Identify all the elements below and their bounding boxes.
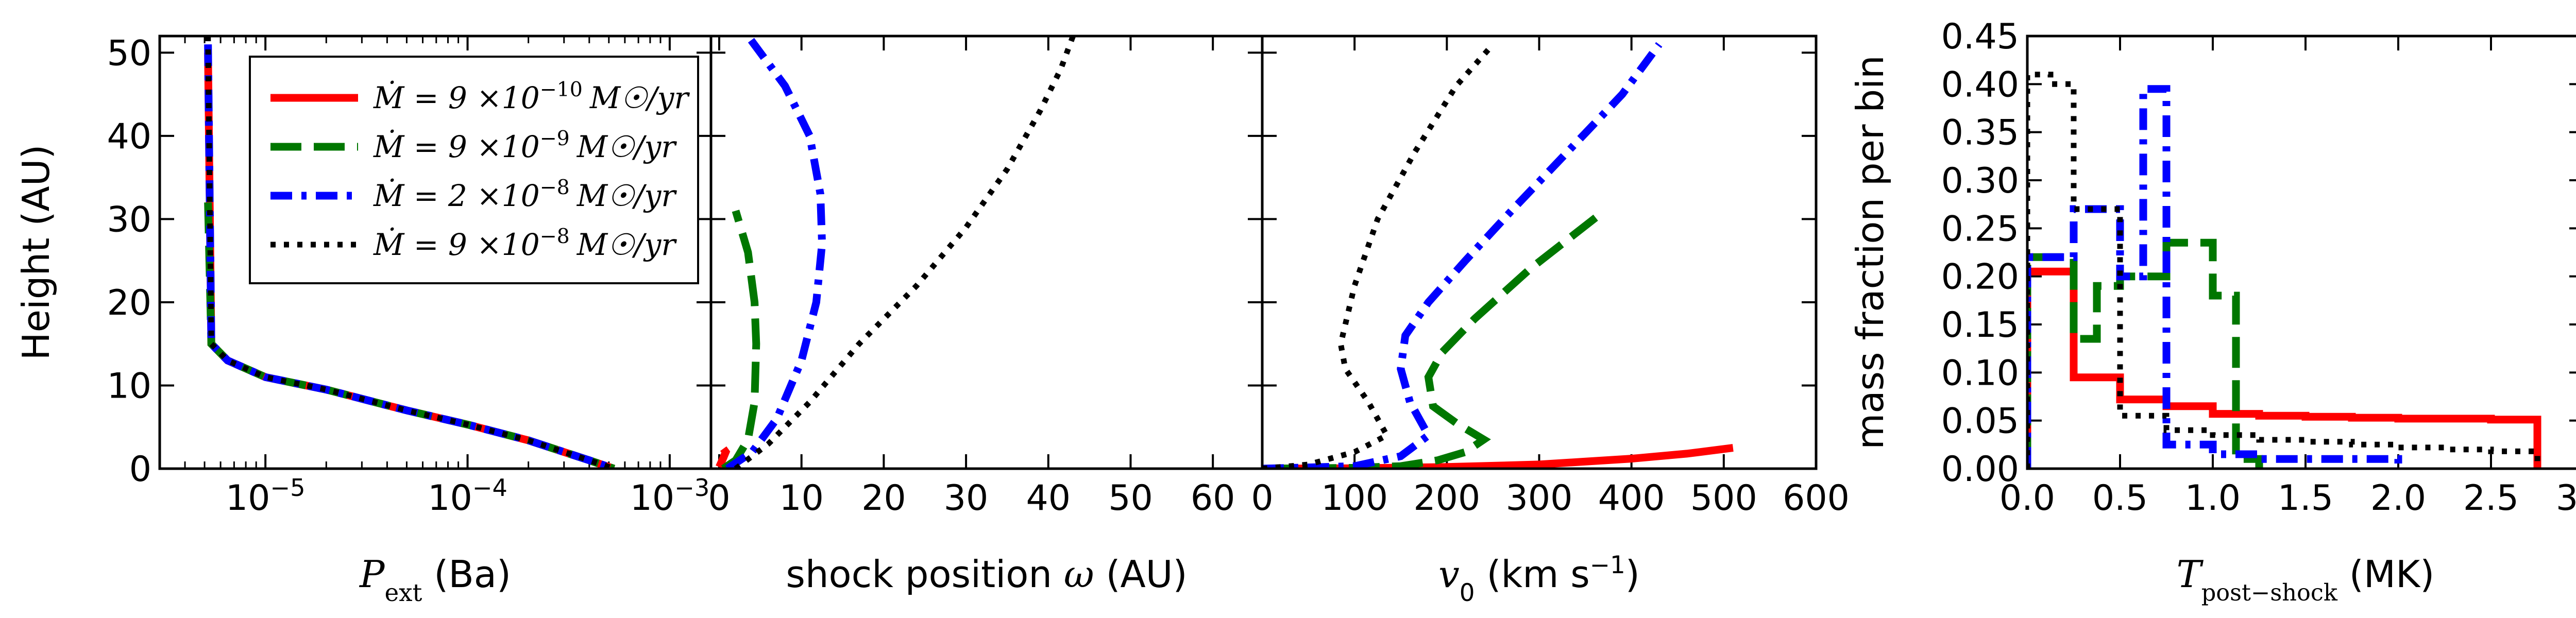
legend-entry-label: Ṁ = 9 ×10−9 M☉/yr <box>373 127 677 164</box>
x-axis-label: v0 (km s−1) <box>1438 552 1640 607</box>
x-tick-label: 60 <box>1191 478 1235 519</box>
series-line-2 <box>2027 85 2402 469</box>
legend-entry-label: Ṁ = 2 ×10−8 M☉/yr <box>373 176 677 213</box>
y-tick-label: 0.05 <box>1941 401 2019 442</box>
y-axis-label: Height (AU) <box>14 144 58 360</box>
series-line-2 <box>1262 42 1663 469</box>
x-tick-label: 0.0 <box>1999 478 2055 519</box>
series-line-3 <box>734 36 1076 469</box>
x-tick-label: 10−4 <box>428 474 507 519</box>
axes-frame <box>1261 35 1818 470</box>
x-tick-label: 600 <box>1783 478 1850 519</box>
x-tick-label: 300 <box>1506 478 1573 519</box>
x-tick-label: 1.0 <box>2185 478 2241 519</box>
x-tick-label: 100 <box>1321 478 1388 519</box>
legend-entry-label: Ṁ = 9 ×10−10 M☉/yr <box>373 78 690 115</box>
x-tick-label: 1.5 <box>2278 478 2333 519</box>
y-tick-label: 20 <box>107 283 151 323</box>
y-tick-label: 0.00 <box>1941 449 2019 490</box>
x-axis-label: shock position ω (AU) <box>786 553 1187 596</box>
series-line-2 <box>204 44 616 469</box>
x-tick-label: 10−5 <box>226 474 306 519</box>
y-tick-label: 0.30 <box>1941 161 2019 201</box>
x-axis-label: Pext (Ba) <box>359 553 511 607</box>
x-tick-label: 400 <box>1598 478 1665 519</box>
y-tick-label: 0.35 <box>1941 113 2019 153</box>
y-tick-label: 0.15 <box>1941 305 2019 346</box>
x-tick-label: 40 <box>1026 478 1071 519</box>
series-line-3 <box>2027 72 2540 469</box>
series-line-0 <box>2027 267 2541 469</box>
y-tick-label: 0.20 <box>1941 257 2019 298</box>
legend-entry-label: Ṁ = 9 ×10−8 M☉/yr <box>373 225 677 262</box>
series-line-1 <box>721 210 760 469</box>
series-line-2 <box>725 36 826 469</box>
x-tick-label: 0 <box>1251 478 1273 519</box>
y-axis-label: mass fraction per bin <box>1849 55 1892 449</box>
panel-temperature: 0.0 0.5 1.0 1.5 2.0 2.5 3.0 0.00 0.05 0.10 0.15 0.2… <box>1849 16 2576 606</box>
x-tick-label: 3.0 <box>2556 478 2576 519</box>
x-tick-label: 200 <box>1413 478 1480 519</box>
x-tick-label: 0.5 <box>2092 478 2148 519</box>
y-tick-label: 0.45 <box>1941 16 2019 57</box>
x-tick-label: 20 <box>861 478 906 519</box>
x-axis-label: Tpost−shock (MK) <box>2177 553 2435 606</box>
panel-velocity: 0 100 200 300 400 500 600 v0 (km s−1) <box>1251 35 1850 607</box>
x-tick-label: 50 <box>1108 478 1153 519</box>
x-tick-label: 10−3 <box>630 474 710 519</box>
panel-pressure: 10−5 10−4 10−3 0 10 20 30 40 50 Pext (Ba) Height (… <box>14 33 713 607</box>
x-tick-label: 0 <box>708 478 730 519</box>
x-tick-label: 10 <box>779 478 824 519</box>
x-tick-label: 2.0 <box>2370 478 2426 519</box>
series-line-0 <box>716 446 731 469</box>
axes-frame <box>709 35 1264 470</box>
series-line-3 <box>205 36 615 469</box>
x-tick-label: 500 <box>1690 478 1757 519</box>
x-tick-label: 30 <box>944 478 989 519</box>
y-tick-label: 0.10 <box>1941 353 2019 393</box>
y-tick-label: 30 <box>107 199 151 240</box>
y-tick-label: 0.25 <box>1941 209 2019 249</box>
y-tick-label: 50 <box>107 33 151 74</box>
legend: Ṁ = 9 ×10−10 M☉/yr Ṁ = 9 ×10−9 M☉/yr Ṁ = 2 ×… <box>249 56 699 284</box>
x-tick-label: 2.5 <box>2463 478 2519 519</box>
series-line-3 <box>1262 42 1496 469</box>
y-tick-label: 40 <box>107 116 151 157</box>
y-tick-label: 10 <box>107 366 151 406</box>
y-tick-label: 0.40 <box>1941 64 2019 105</box>
series-line-1 <box>1262 212 1602 469</box>
y-tick-label: 0 <box>129 449 151 490</box>
axes-frame <box>2026 35 2576 470</box>
